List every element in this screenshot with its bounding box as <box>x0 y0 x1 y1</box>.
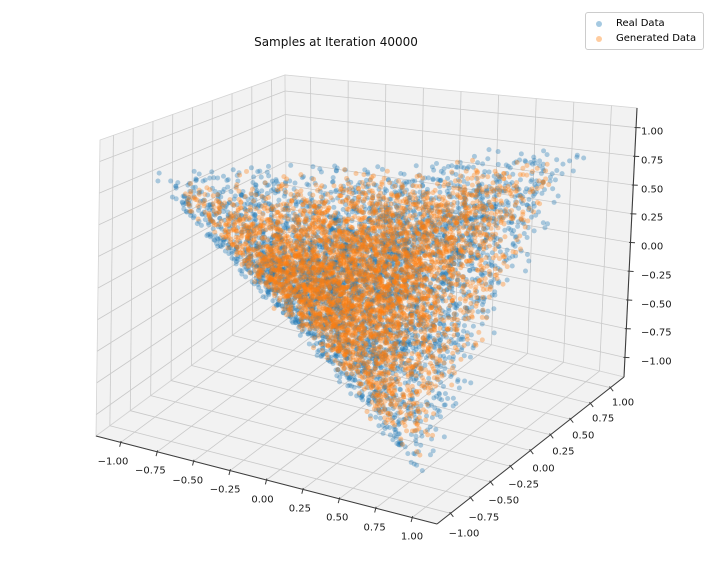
y-tick-label: 1.00 <box>611 397 635 409</box>
y-tick-label: −1.00 <box>448 528 480 540</box>
y-tick-label: 0.75 <box>591 413 615 425</box>
y-tick-label: −0.75 <box>468 512 500 524</box>
x-tick-label: −0.75 <box>135 465 166 477</box>
x-tick-label: −1.00 <box>97 456 129 468</box>
z-tick-label: 1.00 <box>641 126 664 138</box>
y-tick-label: 0.00 <box>532 463 555 474</box>
legend: Real Data Generated Data <box>585 12 705 50</box>
x-tick-label: −0.25 <box>209 484 241 496</box>
y-tick-label: 0.50 <box>572 430 595 442</box>
legend-label-generated-data: Generated Data <box>616 32 697 44</box>
legend-marker-real-data-icon <box>596 20 602 27</box>
z-tick-label: 0.25 <box>641 212 664 224</box>
x-tick-label: 0.00 <box>251 494 274 505</box>
legend-item-real-data: Real Data <box>592 16 696 31</box>
y-tick-label: −0.25 <box>508 479 539 491</box>
legend-label-real-data: Real Data <box>616 17 665 29</box>
z-tick-label: 0.50 <box>641 184 664 195</box>
z-tick-label: −0.50 <box>641 299 672 310</box>
y-tick-label: 0.25 <box>552 446 575 458</box>
z-tick-label: −1.00 <box>641 356 672 368</box>
legend-item-generated-data: Generated Data <box>592 31 696 46</box>
z-tick-label: −0.25 <box>641 270 672 282</box>
x-tick-label: 0.75 <box>363 522 386 534</box>
x-tick-label: −0.50 <box>172 475 204 487</box>
z-tick-label: 0.75 <box>641 155 664 167</box>
x-tick-label: 0.25 <box>288 503 312 515</box>
x-tick-label: 1.00 <box>400 531 424 543</box>
z-tick-label: 0.00 <box>641 241 664 253</box>
z-tick-label: −0.75 <box>641 327 672 339</box>
chart-title: Samples at Iteration 40000 <box>254 35 418 49</box>
y-tick-label: −0.50 <box>488 495 520 507</box>
legend-marker-generated-data-icon <box>596 35 602 42</box>
x-tick-label: 0.50 <box>326 512 349 524</box>
